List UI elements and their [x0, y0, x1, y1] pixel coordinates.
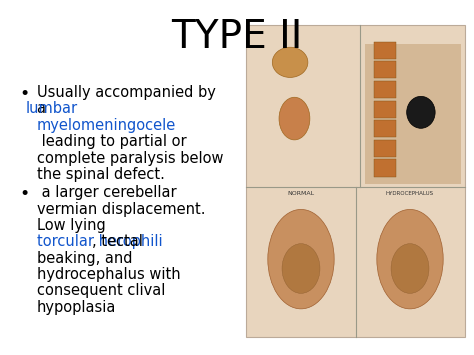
Text: , tectal: , tectal	[92, 234, 143, 249]
Text: torcular herophili: torcular herophili	[37, 234, 163, 249]
Text: myelomeningocele: myelomeningocele	[37, 118, 176, 133]
Text: consequent clival: consequent clival	[37, 283, 165, 298]
FancyBboxPatch shape	[374, 81, 396, 98]
Ellipse shape	[279, 97, 310, 140]
FancyBboxPatch shape	[374, 159, 396, 177]
Text: the spinal defect.: the spinal defect.	[37, 167, 165, 182]
Ellipse shape	[407, 96, 435, 128]
Ellipse shape	[391, 244, 429, 293]
FancyBboxPatch shape	[365, 44, 461, 184]
FancyBboxPatch shape	[374, 140, 396, 157]
Text: •: •	[19, 85, 29, 103]
Text: hydrocephalus with: hydrocephalus with	[37, 267, 181, 282]
Text: TYPE II: TYPE II	[171, 18, 303, 56]
Ellipse shape	[377, 209, 443, 309]
Text: HYDROCEPHALUS: HYDROCEPHALUS	[386, 191, 434, 196]
Text: •: •	[19, 185, 29, 203]
Text: lumbar: lumbar	[26, 101, 78, 116]
Ellipse shape	[272, 47, 308, 77]
Text: beaking, and: beaking, and	[37, 251, 132, 266]
Text: vermian displacement.: vermian displacement.	[37, 202, 205, 217]
Text: NORMAL: NORMAL	[287, 191, 315, 196]
FancyBboxPatch shape	[374, 42, 396, 59]
FancyBboxPatch shape	[374, 100, 396, 118]
Text: Usually accompanied by: Usually accompanied by	[37, 85, 216, 100]
Text: a: a	[37, 101, 51, 116]
FancyBboxPatch shape	[246, 25, 465, 337]
Text: leading to partial or: leading to partial or	[37, 134, 187, 149]
Text: Low lying: Low lying	[37, 218, 106, 233]
FancyBboxPatch shape	[374, 120, 396, 137]
Text: hypoplasia: hypoplasia	[37, 300, 116, 315]
Ellipse shape	[268, 209, 334, 309]
Text: a larger cerebellar: a larger cerebellar	[37, 185, 177, 200]
Ellipse shape	[282, 244, 320, 293]
Text: complete paralysis below: complete paralysis below	[37, 151, 223, 165]
FancyBboxPatch shape	[374, 61, 396, 78]
